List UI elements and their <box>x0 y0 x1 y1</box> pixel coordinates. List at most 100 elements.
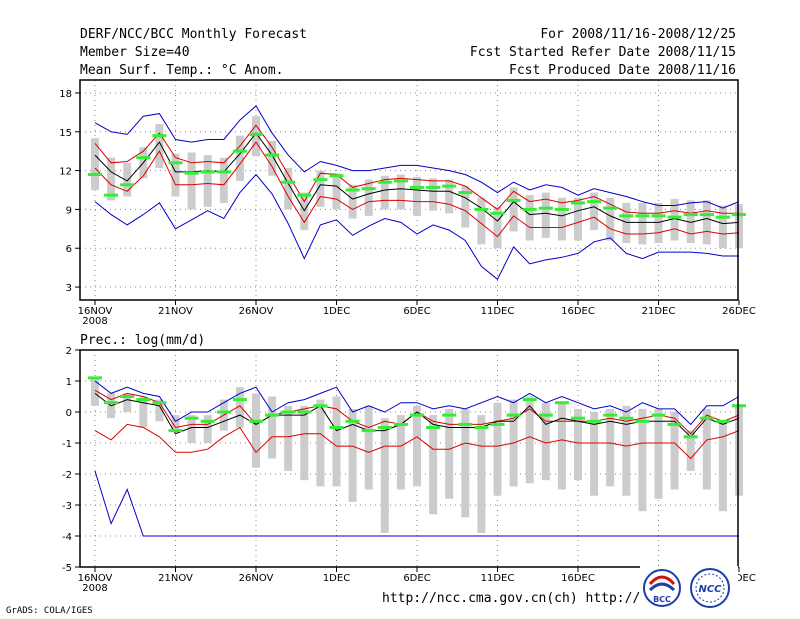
obs-marker <box>232 398 247 402</box>
series-line-lower <box>94 141 740 238</box>
obs-marker <box>249 132 263 136</box>
obs-marker <box>651 413 666 417</box>
obs-marker <box>313 178 328 182</box>
obs-marker <box>136 156 151 160</box>
footer-urls[interactable]: http://ncc.cma.gov.cn(ch) http://bcc.c <box>382 591 680 606</box>
spread-box <box>284 405 293 471</box>
spread-box <box>91 377 99 406</box>
series-line-max <box>94 105 740 209</box>
obs-marker <box>120 395 135 398</box>
obs-marker <box>715 215 730 219</box>
obs-marker <box>538 206 553 210</box>
y-tick-label: -1 <box>62 439 72 450</box>
spread-box <box>670 412 679 490</box>
obs-marker <box>506 198 521 202</box>
obs-marker <box>361 187 376 191</box>
spread-box <box>364 179 373 216</box>
spread-box <box>445 179 454 214</box>
spread-box <box>590 192 599 231</box>
series-line-min <box>94 470 739 537</box>
x-tick-label: 6DEC <box>403 573 430 584</box>
obs-marker <box>667 215 682 219</box>
spread-box <box>252 116 260 157</box>
x-tick-label: 26NOV <box>239 573 274 584</box>
spread-box <box>702 200 711 245</box>
spread-box <box>171 415 180 431</box>
series-line-lower <box>94 423 740 460</box>
obs-marker <box>603 206 618 210</box>
spread-box <box>123 393 132 412</box>
obs-marker <box>329 174 344 178</box>
spread-box <box>622 405 631 496</box>
spread-box <box>123 162 132 197</box>
spread-box <box>219 157 228 203</box>
spread-box <box>718 205 727 249</box>
spread-box <box>429 415 438 515</box>
x-tick-label: 16DEC <box>561 573 595 584</box>
y-tick-label: -3 <box>62 501 72 512</box>
obs-marker <box>104 401 119 405</box>
ncc-logo-text: NCC <box>698 584 722 595</box>
obs-marker <box>683 435 698 439</box>
x-tick-sublabel: 2008 <box>82 316 107 327</box>
obs-marker <box>345 188 360 192</box>
obs-marker <box>732 404 746 408</box>
spread-box <box>735 204 743 249</box>
obs-marker <box>538 413 553 417</box>
chart-title: DERF/NCC/BCC Monthly Forecast <box>80 27 307 42</box>
x-tick-label: 1DEC <box>323 573 350 584</box>
bcc-logo-text: BCC <box>653 595 671 604</box>
x-tick-label: 1DEC <box>323 306 350 317</box>
spread-box <box>574 197 582 241</box>
obs-marker <box>152 134 167 138</box>
spread-box <box>429 178 438 211</box>
obs-marker <box>265 153 280 157</box>
obs-marker <box>265 413 280 417</box>
y-tick-label: 18 <box>59 89 72 100</box>
obs-marker <box>329 426 344 429</box>
x-tick-label: 6DEC <box>403 306 430 317</box>
y-tick-label: 12 <box>59 167 72 178</box>
x-tick-sublabel: 2008 <box>82 583 107 594</box>
spread-box <box>364 405 373 490</box>
y-tick-label: -4 <box>62 532 72 543</box>
spread-box <box>606 408 615 487</box>
spread-box <box>654 202 663 244</box>
spread-box <box>670 199 679 241</box>
spread-box <box>235 135 244 181</box>
obs-marker <box>168 161 183 165</box>
spread-box <box>541 402 550 481</box>
obs-marker <box>571 416 585 420</box>
obs-marker <box>152 401 167 405</box>
spread-box <box>139 396 148 428</box>
x-tick-label: 26DEC <box>722 573 756 584</box>
y-tick-label: 0 <box>66 408 72 419</box>
forecast-started-date: Fcst Started Refer Date 2008/11/15 <box>469 45 736 60</box>
y-tick-label: 9 <box>66 205 72 216</box>
x-tick-label: 11DEC <box>481 306 515 317</box>
x-tick-label: 21DEC <box>642 306 676 317</box>
spread-box <box>155 124 164 168</box>
obs-marker <box>426 185 441 189</box>
logo-area: BCC NCC <box>640 566 738 610</box>
series-line-upper <box>94 124 739 214</box>
obs-marker <box>184 416 199 420</box>
obs-marker <box>281 180 296 184</box>
spread-box <box>525 396 534 484</box>
obs-marker <box>442 413 457 417</box>
obs-marker <box>200 170 215 174</box>
spread-box <box>525 195 534 241</box>
forecast-period: For 2008/11/16-2008/12/25 <box>540 27 736 42</box>
spread-box <box>413 177 421 216</box>
obs-marker <box>393 422 408 426</box>
spread-box <box>316 170 325 207</box>
forecast-produced-date: Fcst Produced Date 2008/11/16 <box>509 63 736 78</box>
spread-box <box>203 415 212 443</box>
obs-marker <box>699 213 714 217</box>
variable-label: Mean Surf. Temp.: °C Anom. <box>80 63 284 78</box>
spread-box <box>477 197 486 245</box>
spread-box <box>396 174 405 210</box>
spread-box <box>461 186 470 228</box>
spread-box <box>735 405 743 496</box>
